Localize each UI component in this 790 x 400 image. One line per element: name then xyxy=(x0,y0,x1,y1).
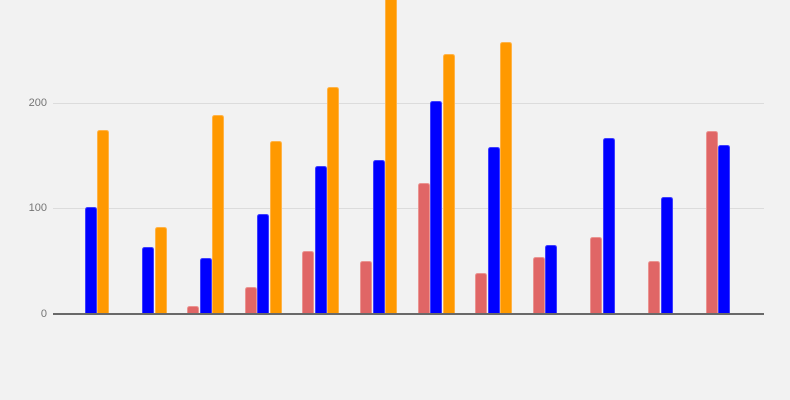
bar-blue-group6[interactable] xyxy=(372,159,385,314)
bar-blue-group12[interactable] xyxy=(718,145,731,314)
bar-red-group12[interactable] xyxy=(705,131,718,314)
bar-red-group9[interactable] xyxy=(532,256,545,314)
bar-red-group10[interactable] xyxy=(590,236,603,314)
bar-blue-group1[interactable] xyxy=(84,207,97,314)
bar-red-group3[interactable] xyxy=(187,305,200,314)
y-axis-tick-label: 300 xyxy=(0,0,47,4)
bar-blue-group5[interactable] xyxy=(314,166,327,314)
bar-red-group4[interactable] xyxy=(244,286,257,314)
bar-red-group5[interactable] xyxy=(302,250,315,314)
bar-orange-group8[interactable] xyxy=(500,41,513,314)
bar-red-group6[interactable] xyxy=(360,261,372,314)
x-axis-line xyxy=(53,313,764,315)
bar-blue-group8[interactable] xyxy=(487,147,500,314)
bar-blue-group9[interactable] xyxy=(545,245,558,314)
bar-red-group7[interactable] xyxy=(417,183,430,314)
bar-blue-group10[interactable] xyxy=(602,137,615,314)
y-axis-tick-label: 0 xyxy=(40,308,47,320)
y-axis-tick-label: 100 xyxy=(28,202,47,215)
gridline-200 xyxy=(53,102,764,104)
bar-orange-group4[interactable] xyxy=(269,140,282,314)
bar-blue-group2[interactable] xyxy=(142,247,155,314)
bar-orange-group6[interactable] xyxy=(385,0,397,314)
bar-blue-group11[interactable] xyxy=(660,196,673,314)
bar-blue-group4[interactable] xyxy=(257,213,270,314)
bar-orange-group5[interactable] xyxy=(327,86,340,314)
bar-blue-group7[interactable] xyxy=(430,100,443,314)
bar-orange-group7[interactable] xyxy=(442,54,455,314)
bar-red-group11[interactable] xyxy=(648,261,660,314)
bar-orange-group2[interactable] xyxy=(154,227,167,314)
bar-orange-group1[interactable] xyxy=(97,130,109,314)
gridline-100 xyxy=(53,208,764,210)
bar-blue-group3[interactable] xyxy=(199,258,212,314)
y-axis-tick-label: 200 xyxy=(28,96,47,109)
bar-red-group8[interactable] xyxy=(475,272,488,314)
bar-orange-group3[interactable] xyxy=(212,115,225,314)
